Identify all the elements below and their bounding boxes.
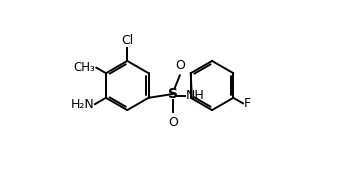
Text: H₂N: H₂N	[70, 98, 94, 111]
Text: S: S	[168, 87, 178, 101]
Text: O: O	[176, 59, 186, 72]
Text: CH₃: CH₃	[74, 61, 95, 74]
Text: NH: NH	[186, 89, 205, 102]
Text: O: O	[168, 116, 178, 129]
Text: Cl: Cl	[121, 34, 133, 47]
Text: F: F	[244, 97, 251, 110]
